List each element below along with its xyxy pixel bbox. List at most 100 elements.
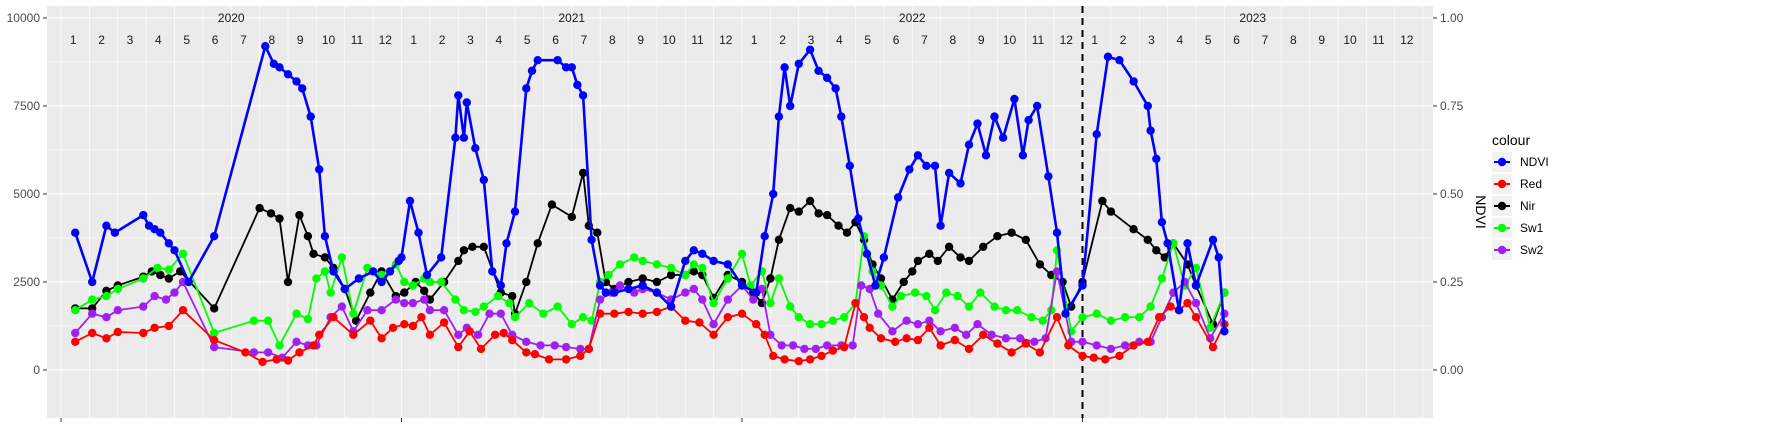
point-nir	[1021, 235, 1030, 244]
point-nir	[459, 246, 469, 255]
point-red	[476, 344, 486, 354]
point-sw2	[1078, 337, 1087, 346]
point-nir	[899, 277, 908, 287]
point-red	[377, 334, 386, 343]
month-label: 8	[1290, 33, 1297, 47]
point-sw2	[102, 313, 111, 322]
point-red	[1101, 355, 1110, 364]
point-nir	[366, 288, 375, 297]
point-sw2	[698, 295, 707, 304]
point-sw1	[400, 277, 409, 287]
point-red	[638, 309, 647, 318]
point-red	[1154, 313, 1164, 322]
point-red	[576, 351, 585, 361]
point-nir	[255, 203, 264, 213]
month-label: 3	[1148, 33, 1155, 47]
point-sw2	[561, 342, 571, 352]
point-sw2	[723, 295, 732, 304]
month-label: 10	[1343, 33, 1357, 47]
point-red	[817, 351, 826, 361]
point-sw2	[925, 316, 934, 325]
y-left-tick-label: 7500	[13, 99, 40, 113]
point-sw1	[1092, 309, 1101, 318]
point-ndvi	[164, 239, 173, 248]
point-sw2	[888, 327, 897, 336]
point-sw1	[774, 274, 784, 283]
point-red	[1078, 351, 1087, 361]
point-sw2	[71, 328, 80, 338]
point-red	[902, 334, 911, 343]
point-red	[752, 320, 761, 329]
point-nir	[805, 196, 815, 206]
point-ndvi	[1103, 52, 1113, 61]
point-sw2	[263, 348, 273, 357]
point-ndvi	[831, 84, 840, 93]
point-sw1	[425, 277, 435, 287]
point-nir	[913, 256, 923, 266]
point-nir	[814, 209, 823, 218]
point-sw1	[337, 253, 347, 262]
point-sw2	[170, 288, 179, 297]
month-label: 1	[1091, 33, 1098, 47]
point-sw2	[857, 281, 866, 290]
month-label: 6	[1233, 33, 1240, 47]
point-red	[508, 335, 517, 345]
month-label: 9	[978, 33, 985, 47]
point-nir	[164, 274, 173, 283]
point-sw1	[1146, 302, 1155, 311]
series-layer	[71, 42, 1229, 367]
point-nir	[275, 214, 284, 223]
point-red	[139, 328, 148, 338]
month-label: 7	[581, 33, 588, 47]
point-sw1	[349, 309, 358, 318]
month-label: 7	[240, 33, 247, 47]
point-red	[530, 350, 540, 359]
point-ndvi	[462, 98, 471, 107]
point-ndvi	[786, 101, 795, 111]
point-sw2	[1052, 267, 1062, 276]
point-red	[840, 342, 849, 352]
point-sw1	[1135, 313, 1144, 322]
point-ndvi	[522, 84, 531, 93]
point-red	[1129, 341, 1138, 350]
point-red	[851, 298, 860, 308]
point-sw2	[689, 284, 698, 294]
point-sw1	[1157, 274, 1167, 283]
month-label: 1	[410, 33, 417, 47]
point-ndvi	[1174, 306, 1184, 315]
point-sw2	[1092, 341, 1101, 350]
point-red	[859, 313, 869, 322]
point-sw2	[1030, 337, 1039, 346]
point-ndvi	[553, 56, 562, 65]
point-sw2	[1191, 298, 1201, 308]
point-nir	[925, 249, 934, 258]
point-red	[315, 330, 324, 339]
point-red	[876, 334, 886, 343]
point-nir	[1160, 253, 1170, 262]
point-ndvi	[652, 288, 662, 297]
point-nir	[842, 228, 852, 237]
point-sw1	[942, 288, 951, 297]
point-ndvi	[595, 281, 605, 290]
point-ndvi	[709, 256, 718, 266]
point-ndvi	[1115, 56, 1124, 65]
point-nir	[1098, 196, 1107, 206]
point-red	[465, 327, 474, 336]
point-sw2	[800, 344, 809, 354]
point-ndvi	[723, 260, 732, 269]
month-label: 4	[155, 33, 162, 47]
point-nir	[908, 267, 917, 276]
point-sw1	[303, 314, 313, 324]
point-sw2	[161, 295, 171, 304]
point-sw1	[990, 302, 999, 311]
point-red	[1166, 302, 1175, 311]
point-sw1	[828, 316, 837, 325]
point-ndvi	[315, 165, 324, 174]
point-ndvi	[210, 232, 219, 241]
point-ndvi	[1163, 239, 1172, 248]
point-nir	[933, 256, 942, 266]
series-ndvi	[71, 42, 1229, 336]
point-red	[88, 328, 97, 338]
point-sw1	[249, 316, 259, 325]
month-label: 5	[183, 33, 190, 47]
